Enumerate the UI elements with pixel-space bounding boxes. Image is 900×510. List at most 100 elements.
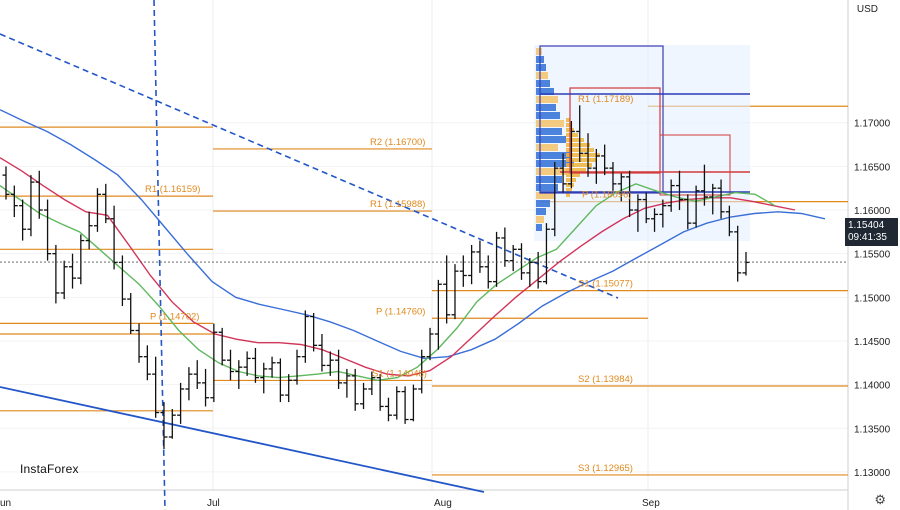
vp-bar-11 (536, 136, 566, 143)
current-price-time: 09:41:35 (848, 232, 887, 243)
pivot-label-2: R2 (1.16700) (370, 137, 425, 148)
ohlc-bar (177, 382, 185, 424)
vp-rbar-1 (566, 123, 572, 127)
ohlc-bar (617, 173, 625, 202)
value-area-blue-box (539, 45, 664, 194)
vp-rbar-7 (566, 153, 600, 157)
y-tick-label: 1.13500 (854, 424, 891, 435)
ohlc-bar (734, 225, 742, 282)
settings-gear-icon[interactable]: ⚙ (874, 492, 886, 507)
x-tick-label: Jul (207, 498, 220, 509)
ohlc-bar (434, 279, 442, 350)
vp-bar-5 (536, 88, 554, 95)
ma-green-line (0, 183, 776, 382)
current-price-tag: 1.15404 09:41:35 (845, 218, 898, 246)
ohlc-bar (368, 371, 376, 396)
vp-bar-20 (536, 208, 546, 215)
ohlc-bar (468, 244, 476, 285)
ohlc-bar (684, 194, 692, 230)
ohlc-bar (484, 255, 492, 289)
ohlc-bar (384, 397, 392, 422)
vp-bar-10 (536, 128, 562, 135)
vp-rbar-11 (566, 173, 580, 177)
ohlc-bar (360, 382, 368, 410)
x-axis: un Jul Aug Sep (0, 498, 660, 509)
pivot-label-9: S2 (1.13984) (578, 374, 633, 385)
x-tick-label: un (0, 498, 11, 509)
ohlc-bar (717, 179, 725, 219)
value-area-small-red (659, 134, 731, 196)
ohlc-bar (692, 185, 700, 228)
vp-bar-2 (536, 64, 546, 71)
ohlc-bar (93, 188, 101, 232)
ohlc-bar (69, 253, 77, 289)
vp-bar-7 (536, 104, 556, 111)
ohlc-bar (77, 234, 85, 285)
ohlc-bar (168, 409, 176, 439)
ohlc-bar (584, 133, 592, 177)
current-price-value: 1.15404 (848, 220, 885, 231)
ohlc-bar (659, 199, 667, 228)
ohlc-bar (509, 244, 517, 272)
ohlc-bar (335, 349, 343, 389)
vp-rbar-10 (566, 168, 586, 172)
ohlc-bars (2, 105, 750, 450)
ohlc-bar (160, 402, 168, 450)
ohlc-bar (501, 227, 509, 267)
ohlc-bar (459, 255, 467, 287)
ohlc-bar (251, 347, 259, 383)
y-tick-label: 1.14500 (854, 337, 891, 348)
ohlc-bar (193, 360, 201, 389)
y-tick-label: 1.16500 (854, 162, 891, 173)
ohlc-bar (426, 327, 434, 361)
vp-bar-15 (536, 168, 566, 175)
ohlc-bar (376, 374, 384, 411)
ohlc-bar (667, 179, 675, 212)
ohlc-bar (35, 170, 43, 219)
ohlc-bar (592, 148, 600, 184)
currency-label: USD (856, 4, 878, 15)
descending-dashed-trendline (0, 33, 619, 299)
vertical-dashed-line (153, 0, 166, 510)
ohlc-bar (326, 351, 334, 376)
brand-logo: InstaForex (20, 462, 79, 476)
vp-bar-8 (536, 112, 560, 119)
ohlc-bar (143, 345, 151, 381)
pivot-lines (0, 105, 848, 476)
ohlc-bar (185, 367, 193, 401)
ohlc-bar (576, 105, 584, 163)
ohlc-bar (742, 251, 750, 276)
ohlc-bar (318, 333, 326, 372)
pivot-label-3: R1 (1.15988) (370, 199, 425, 210)
ohlc-bar (476, 240, 484, 273)
ohlc-bar (542, 223, 550, 285)
descending-solid-trendline (0, 386, 485, 493)
ohlc-bar (202, 368, 210, 407)
ohlc-bar (285, 374, 293, 403)
ohlc-bar (534, 251, 542, 289)
pivot-labels: R1 (1.16159) P (1.14702) R2 (1.16700) R1 (1… (145, 94, 633, 474)
ohlc-bar (642, 192, 650, 224)
y-tick-label: 1.16000 (854, 206, 891, 217)
vp-bar-21 (536, 216, 544, 223)
ohlc-bar (310, 313, 318, 352)
ohlc-bar (567, 121, 575, 189)
ohlc-bar (102, 183, 110, 224)
ohlc-bar (634, 194, 642, 232)
pivot-label-1: P (1.14702) (150, 311, 199, 322)
ohlc-bar (210, 323, 218, 403)
ohlc-bar (127, 292, 135, 334)
y-tick-label: 1.13000 (854, 468, 891, 479)
vp-bar-9 (536, 120, 564, 127)
vp-rbar-15 (566, 193, 570, 197)
ohlc-bar (293, 349, 301, 385)
x-tick-label: Sep (642, 498, 660, 509)
ohlc-bar (276, 358, 284, 403)
vp-bar-12 (536, 144, 558, 151)
ohlc-bar (393, 386, 401, 420)
ohlc-bar (518, 243, 526, 280)
ohlc-bar (709, 183, 717, 215)
vp-bar-19 (536, 200, 550, 207)
ohlc-bar (401, 386, 409, 424)
